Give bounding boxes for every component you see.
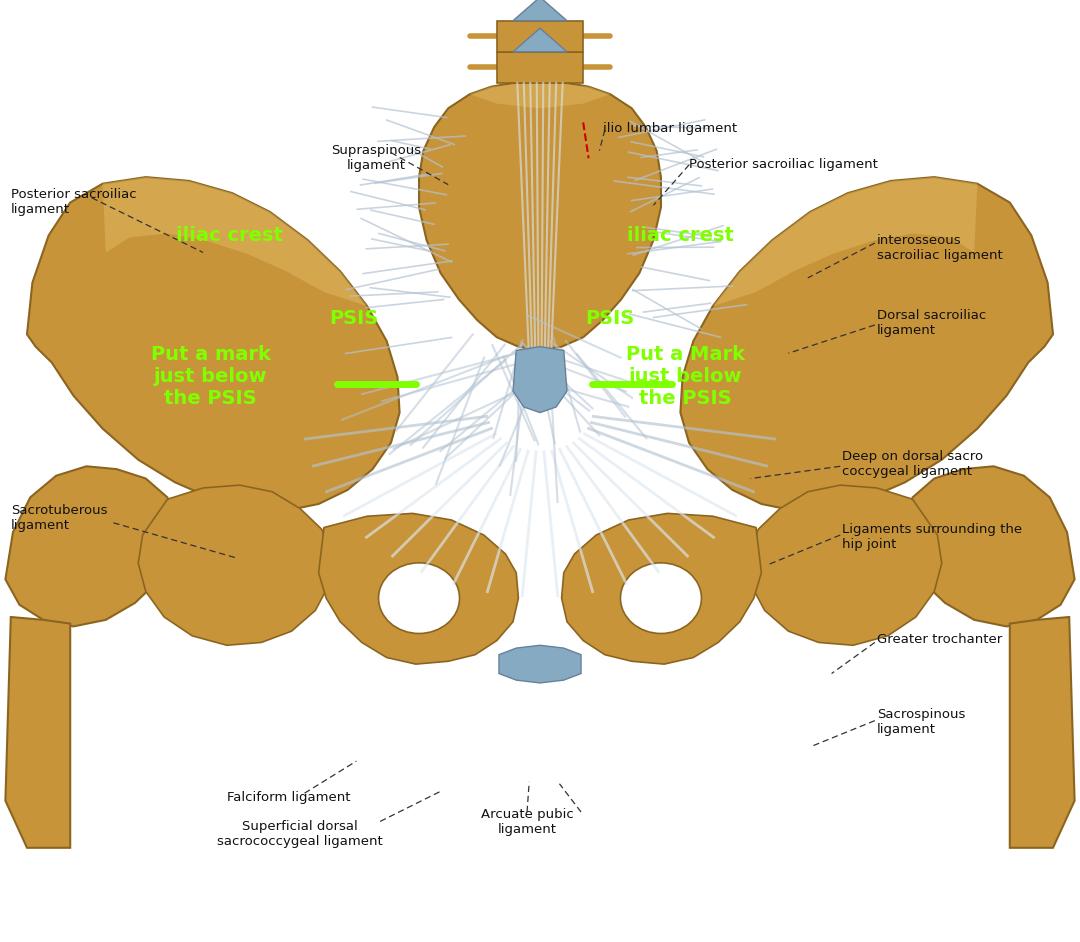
Text: Supraspinous
ligament: Supraspinous ligament [330, 144, 421, 172]
Text: Deep on dorsal sacro
coccygeal ligament: Deep on dorsal sacro coccygeal ligament [842, 450, 984, 479]
Polygon shape [103, 177, 367, 306]
Ellipse shape [620, 562, 702, 633]
Text: interosseous
sacroiliac ligament: interosseous sacroiliac ligament [877, 234, 1002, 262]
Polygon shape [1010, 617, 1075, 848]
Polygon shape [562, 513, 761, 664]
Polygon shape [497, 52, 583, 83]
Ellipse shape [379, 562, 460, 633]
Text: iliac crest: iliac crest [627, 226, 733, 245]
Polygon shape [513, 0, 567, 21]
Polygon shape [513, 28, 567, 52]
Text: Posterior sacroiliac
ligament: Posterior sacroiliac ligament [11, 188, 136, 217]
Text: iliac crest: iliac crest [176, 226, 282, 245]
Polygon shape [713, 177, 977, 306]
Polygon shape [902, 466, 1075, 626]
Text: PSIS: PSIS [329, 309, 379, 328]
Polygon shape [513, 347, 567, 413]
Text: Arcuate pubic
ligament: Arcuate pubic ligament [481, 808, 573, 836]
Text: Dorsal sacroiliac
ligament: Dorsal sacroiliac ligament [877, 309, 986, 337]
Text: Put a mark
just below
the PSIS: Put a mark just below the PSIS [151, 346, 270, 408]
Text: Greater trochanter: Greater trochanter [877, 633, 1002, 646]
Polygon shape [499, 645, 581, 683]
Text: Sacrospinous
ligament: Sacrospinous ligament [877, 708, 966, 737]
Text: Put a Mark
just below
the PSIS: Put a Mark just below the PSIS [626, 346, 745, 408]
Polygon shape [5, 466, 178, 626]
Polygon shape [497, 21, 583, 52]
Text: ilio lumbar ligament: ilio lumbar ligament [603, 122, 737, 136]
Text: Posterior sacroiliac ligament: Posterior sacroiliac ligament [689, 158, 878, 171]
Text: Sacrotuberous
ligament: Sacrotuberous ligament [11, 504, 107, 532]
Polygon shape [680, 177, 1053, 511]
Polygon shape [27, 177, 400, 511]
Polygon shape [419, 82, 661, 350]
Text: Falciform ligament: Falciform ligament [227, 791, 350, 804]
Text: Superficial dorsal
sacrococcygeal ligament: Superficial dorsal sacrococcygeal ligame… [217, 820, 383, 848]
Text: Ligaments surrounding the
hip joint: Ligaments surrounding the hip joint [842, 523, 1023, 551]
Polygon shape [470, 82, 610, 108]
Polygon shape [319, 513, 518, 664]
Polygon shape [138, 485, 333, 645]
Text: PSIS: PSIS [585, 309, 635, 328]
Polygon shape [747, 485, 942, 645]
Polygon shape [5, 617, 70, 848]
